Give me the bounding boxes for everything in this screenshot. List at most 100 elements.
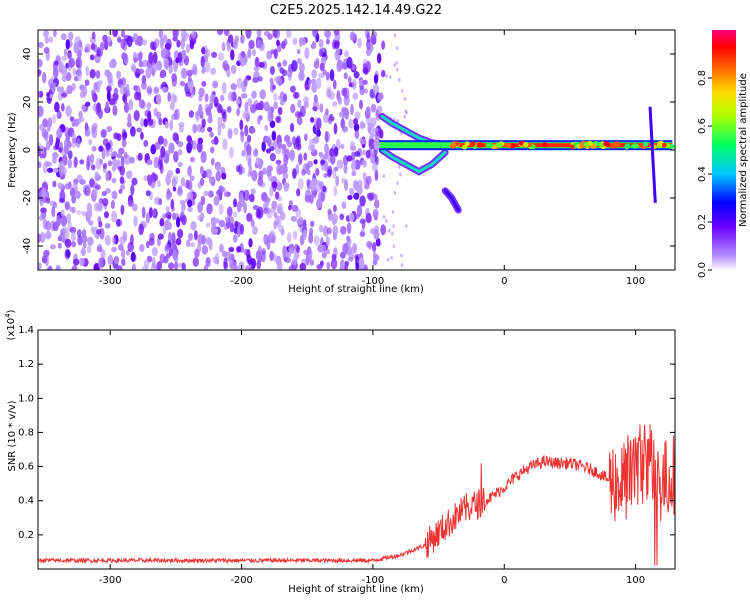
noise-cell: [167, 231, 172, 243]
noise-cell: [244, 107, 250, 119]
noise-cell: [145, 190, 151, 197]
noise-cell: [143, 139, 149, 148]
x-tick-label: -300: [99, 276, 122, 287]
noise-cell: [223, 190, 228, 198]
noise-cell: [105, 171, 110, 182]
noise-cell: [324, 30, 331, 38]
noise-cell: [38, 233, 42, 243]
noise-cell: [51, 152, 59, 159]
noise-cell: [68, 31, 74, 41]
noise-cell: [48, 36, 54, 43]
noise-cell: [333, 185, 338, 197]
noise-cell: [253, 65, 260, 72]
noise-cell: [153, 86, 159, 95]
noise-cell: [233, 198, 238, 208]
spectrogram-x-label: Height of straight line (km): [288, 284, 424, 295]
y-tick-label: 1.2: [18, 359, 34, 370]
noise-cell: [213, 136, 219, 146]
noise-cell: [175, 237, 182, 246]
noise-cell: [243, 77, 248, 88]
noise-cell: [187, 232, 194, 241]
noise-cell: [141, 206, 146, 219]
noise-cell: [255, 157, 261, 166]
noise-cell: [248, 39, 255, 49]
noise-cell: [322, 112, 330, 124]
noise-cell: [403, 96, 407, 101]
noise-cell: [366, 32, 371, 43]
noise-cell: [176, 39, 181, 48]
noise-cell: [316, 264, 323, 270]
noise-cell: [372, 208, 379, 219]
noise-cell: [113, 87, 119, 95]
noise-cell: [382, 214, 386, 219]
spectrogram-y-axis: -40 -20 0 20 40: [22, 48, 675, 254]
noise-cell: [315, 180, 322, 192]
noise-cell: [123, 101, 130, 114]
noise-cell: [135, 72, 140, 79]
noise-cell: [368, 138, 376, 150]
noise-cell: [277, 224, 284, 233]
noise-cell: [38, 69, 42, 75]
noise-cell: [177, 228, 184, 239]
noise-cell: [252, 49, 256, 57]
noise-cell: [400, 253, 403, 258]
noise-cell: [69, 226, 77, 234]
tone-blob: [624, 143, 631, 149]
noise-cell: [372, 251, 377, 259]
noise-cell: [70, 231, 77, 242]
noise-cell: [247, 157, 252, 168]
noise-cell: [82, 184, 89, 196]
tone-blob: [613, 141, 621, 147]
noise-cell: [147, 174, 153, 186]
noise-cell: [369, 132, 375, 139]
noise-cell: [165, 206, 170, 213]
noise-cell: [395, 60, 398, 65]
noise-cell: [68, 57, 75, 68]
noise-cell: [336, 159, 344, 169]
noise-cell: [239, 119, 244, 131]
noise-cell: [97, 79, 103, 86]
y-tick-label: -40: [22, 238, 33, 254]
noise-cell: [359, 120, 364, 130]
noise-cell: [393, 63, 396, 68]
noise-cell: [205, 236, 212, 246]
noise-cell: [336, 59, 344, 71]
noise-cell: [405, 224, 408, 229]
snr-panel: -300 -200 -100 0 100 0.2 0.4 0.6 0.8 1.0 1.2 1.4 H…: [4, 309, 676, 595]
noise-cell: [279, 99, 285, 106]
noise-cell: [111, 190, 118, 200]
noise-cell: [129, 156, 135, 164]
noise-cell: [112, 158, 118, 167]
noise-cell: [165, 243, 171, 251]
noise-cell: [356, 204, 363, 217]
noise-cell: [38, 262, 42, 270]
noise-cell: [209, 176, 214, 184]
noise-cell: [164, 42, 172, 50]
noise-cell: [207, 190, 214, 198]
noise-cell: [38, 90, 41, 98]
noise-cell: [121, 52, 128, 61]
colorbar-tick-label: 0.0: [697, 262, 708, 278]
noise-cell: [64, 144, 69, 155]
noise-cell: [326, 227, 332, 235]
noise-cell: [187, 191, 194, 201]
noise-cell: [319, 62, 325, 72]
noise-cell: [313, 159, 318, 165]
noise-cell: [198, 87, 205, 98]
noise-cell: [147, 159, 153, 166]
noise-cell: [149, 232, 155, 242]
noise-cell: [284, 134, 291, 143]
noise-cell: [151, 257, 156, 269]
noise-cell: [117, 166, 123, 172]
noise-cell: [372, 162, 378, 172]
noise-cell: [110, 200, 115, 210]
noise-cell: [269, 230, 276, 238]
noise-cell: [241, 149, 246, 157]
noise-cell: [112, 150, 118, 157]
noise-cell: [160, 145, 166, 158]
noise-cell: [292, 257, 298, 266]
noise-cell: [254, 56, 260, 68]
noise-cell: [342, 106, 348, 116]
noise-cell: [66, 212, 72, 224]
